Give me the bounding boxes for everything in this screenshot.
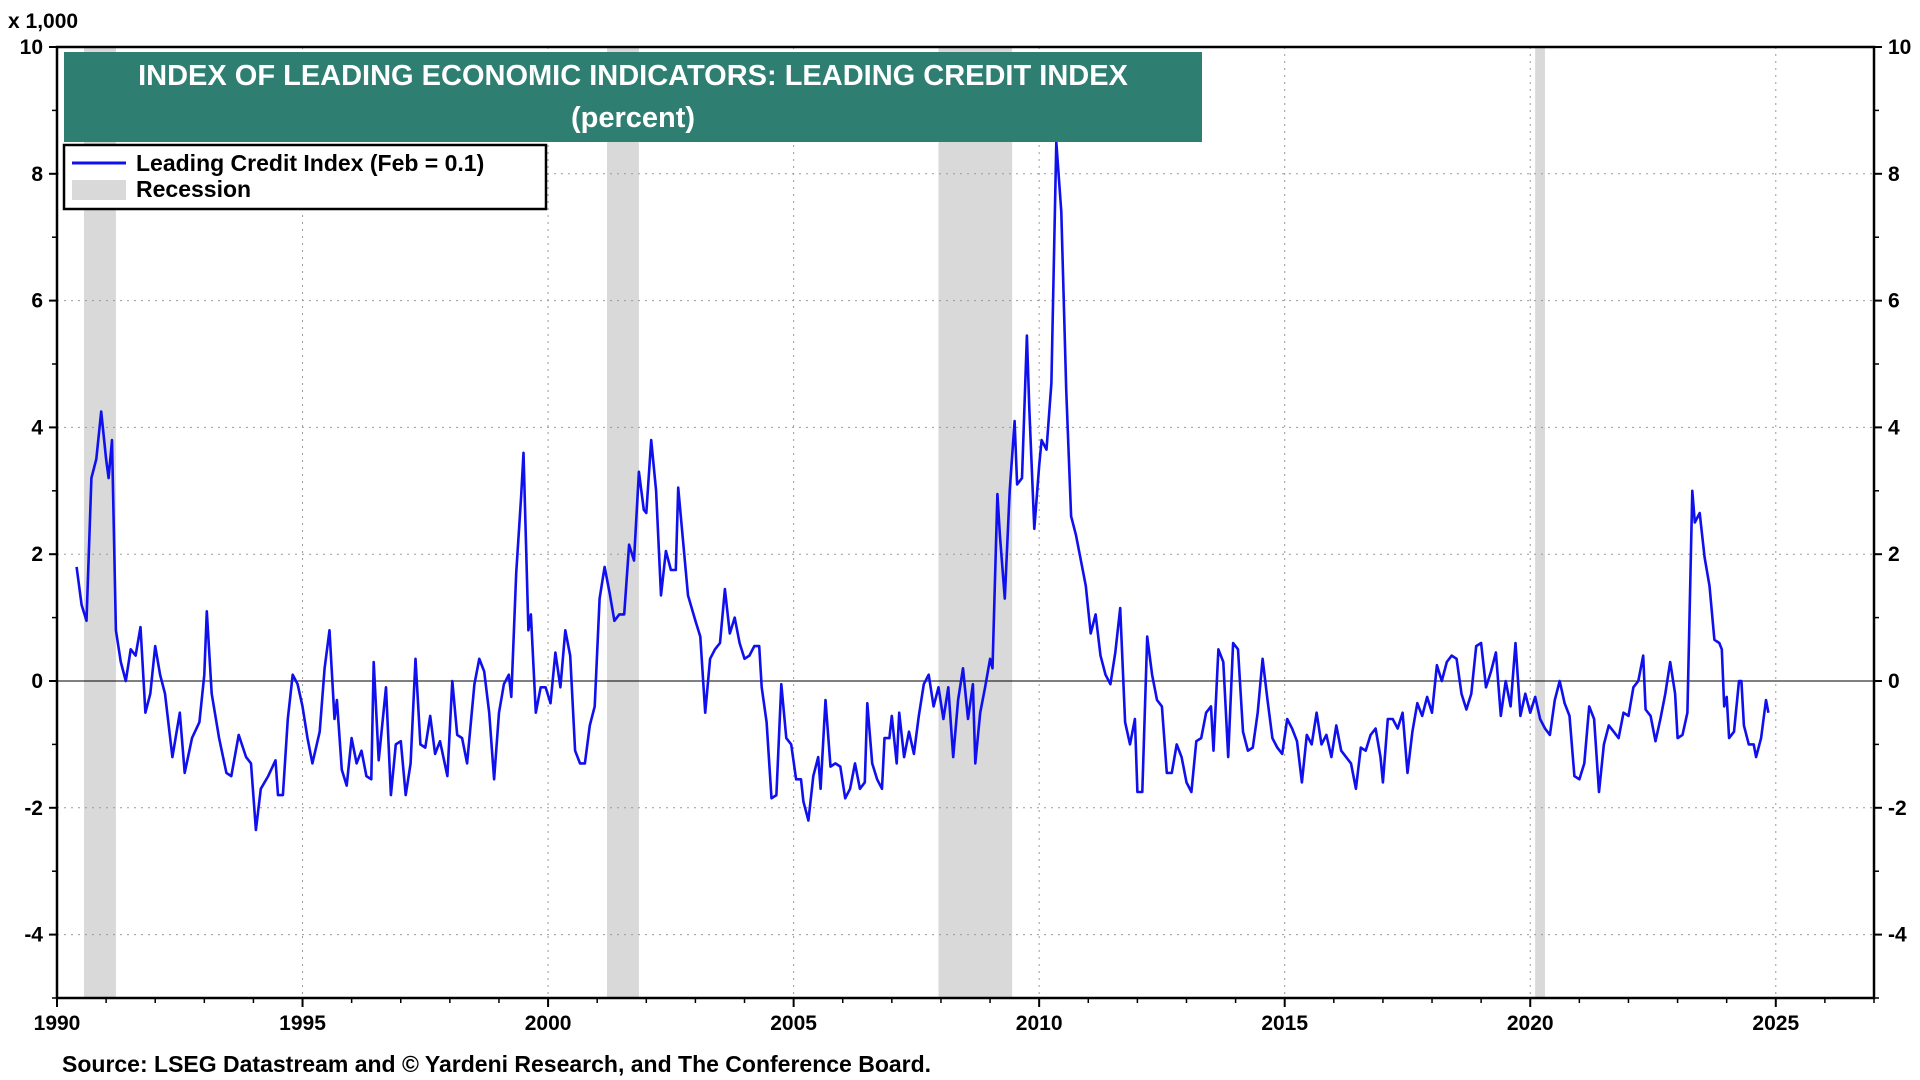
recession-band (607, 47, 639, 998)
legend-label-recession: Recession (136, 176, 251, 202)
y-tick-label-right: 4 (1888, 416, 1900, 439)
y-tick-label-left: 8 (31, 163, 43, 186)
y-tick-label-left: 0 (31, 670, 43, 693)
y-tick-label-left: 2 (31, 543, 43, 566)
legend-label-series: Leading Credit Index (Feb = 0.1) (136, 150, 484, 176)
y-tick-label-left: 6 (31, 290, 43, 313)
legend: Leading Credit Index (Feb = 0.1) Recessi… (62, 143, 548, 211)
y-tick-label-right: 2 (1888, 543, 1900, 566)
y-tick-label-left: -2 (24, 797, 43, 820)
y-tick-label-left: 10 (20, 36, 43, 59)
x-tick-label: 2015 (1261, 1012, 1308, 1035)
scale-note: x 1,000 (8, 10, 78, 33)
title-background (64, 52, 1202, 142)
y-tick-label-right: -4 (1888, 924, 1907, 947)
y-tick-label-left: 4 (31, 416, 43, 439)
chart-subtitle: (percent) (571, 102, 695, 134)
x-tick-label: 2025 (1752, 1012, 1799, 1035)
recession-band (938, 47, 1013, 998)
series-layer (75, 140, 1770, 832)
y-axis-left: -4 -2 0 2 4 6 8 10 (20, 36, 57, 999)
legend-swatch-recession (72, 180, 126, 200)
x-tick-label: 2005 (770, 1012, 817, 1035)
x-tick-label: 1990 (34, 1012, 81, 1035)
recession-band (1535, 47, 1545, 998)
y-axis-right: -4 -2 0 2 4 6 8 10 (1874, 36, 1911, 999)
chart-title: INDEX OF LEADING ECONOMIC INDICATORS: LE… (138, 60, 1128, 92)
legend-box (62, 143, 548, 211)
x-tick-label: 2010 (1016, 1012, 1063, 1035)
x-axis: 1990 1995 2000 2005 2010 2015 2020 2025 (34, 998, 1875, 1035)
y-tick-label-right: 10 (1888, 36, 1911, 59)
source-note: Source: LSEG Datastream and © Yardeni Re… (62, 1051, 931, 1077)
y-tick-label-right: 6 (1888, 290, 1900, 313)
y-tick-label-right: 8 (1888, 163, 1900, 186)
x-tick-label: 1995 (279, 1012, 326, 1035)
x-tick-label: 2000 (525, 1012, 572, 1035)
y-tick-label-right: 0 (1888, 670, 1900, 693)
y-tick-label-left: -4 (24, 924, 43, 947)
x-tick-label: 2020 (1507, 1012, 1554, 1035)
plot-frame (55, 45, 1876, 1000)
y-tick-label-right: -2 (1888, 797, 1907, 820)
title-box: INDEX OF LEADING ECONOMIC INDICATORS: LE… (64, 52, 1202, 142)
series-line-leading-credit-index (75, 140, 1770, 832)
